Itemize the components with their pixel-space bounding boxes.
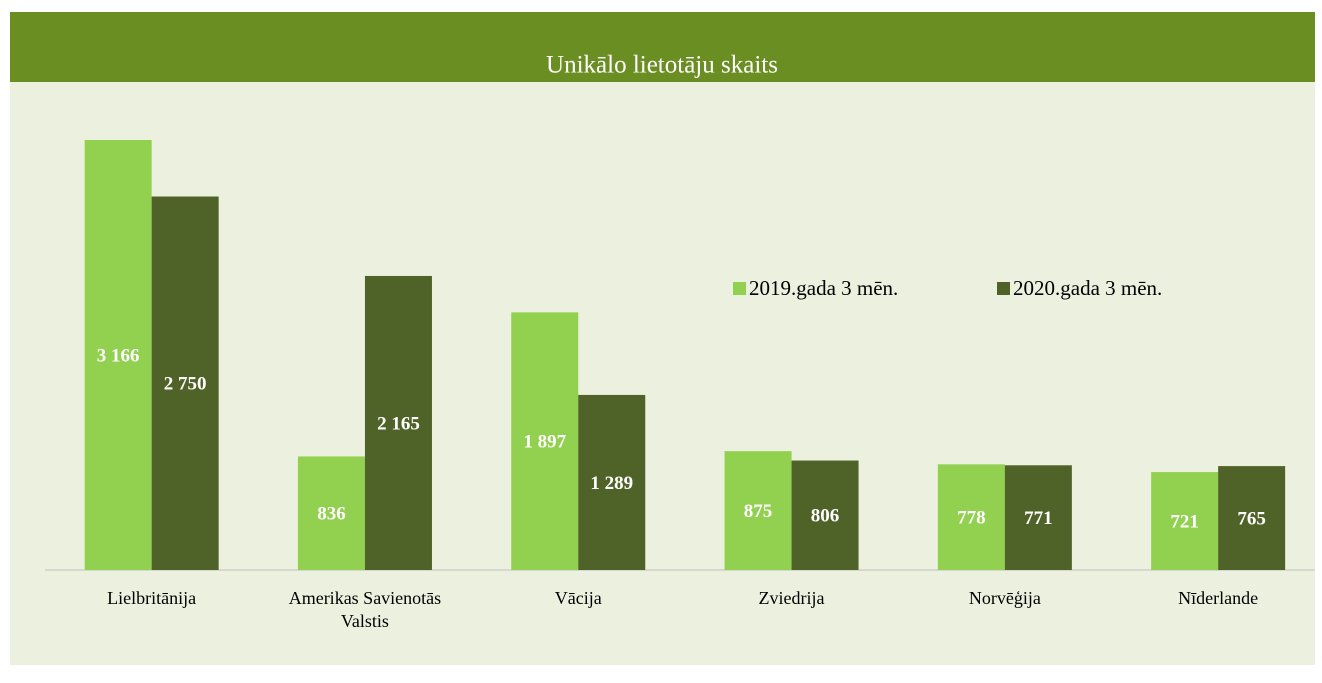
data-label: 806 — [811, 506, 840, 527]
data-label: 875 — [744, 501, 773, 522]
data-label: 2 750 — [164, 374, 207, 395]
x-tick-label: Nīderlande — [1178, 588, 1259, 608]
bar — [297, 456, 365, 570]
x-tick-label: Amerikas Savienotās Valstis — [288, 588, 442, 631]
data-label: 1 289 — [590, 473, 633, 494]
x-tick-label: Vācija — [554, 588, 602, 608]
bar — [1218, 466, 1286, 570]
chart-title: Unikālo lietotāju skaits — [546, 52, 778, 79]
data-label: 2 165 — [377, 413, 420, 434]
x-tick-label: Lielbritānija — [107, 588, 197, 608]
bar — [1004, 465, 1072, 570]
bar — [791, 460, 859, 570]
bar — [84, 140, 152, 570]
bar — [1151, 472, 1219, 570]
data-label: 771 — [1024, 508, 1053, 529]
bar — [151, 196, 219, 571]
data-label: 3 166 — [97, 345, 140, 366]
bar — [364, 275, 432, 570]
chart-background — [10, 12, 1315, 665]
data-label: 836 — [317, 504, 346, 525]
bar — [511, 312, 579, 570]
data-label: 765 — [1237, 508, 1266, 529]
title-band — [10, 12, 1315, 82]
x-tick-label: Norvēģija — [968, 588, 1041, 608]
bar — [724, 451, 792, 570]
bar — [578, 394, 646, 570]
legend-swatch — [997, 282, 1010, 295]
data-label: 1 897 — [523, 432, 566, 453]
x-tick-label: Zviedrija — [758, 588, 825, 608]
legend-swatch — [733, 282, 746, 295]
data-label: 778 — [957, 508, 986, 529]
legend-label: 2019.gada 3 mēn. — [749, 276, 898, 300]
data-label: 721 — [1170, 511, 1199, 532]
bar — [937, 464, 1005, 570]
legend-label: 2020.gada 3 mēn. — [1013, 276, 1162, 300]
